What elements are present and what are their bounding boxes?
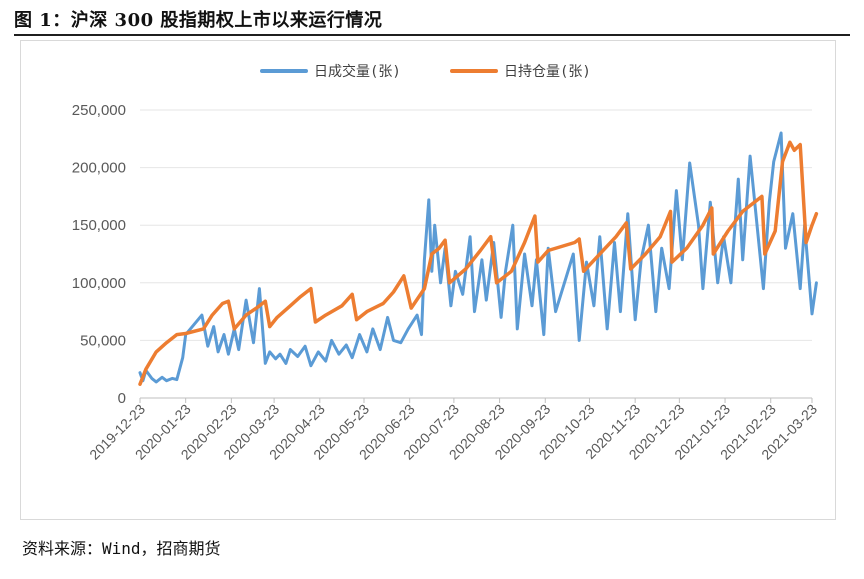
y-tick-label: 0: [118, 390, 126, 407]
legend-label-open_interest: 日持仓量(张): [504, 64, 591, 80]
y-axis: 0 50,000 100,000 150,000 200,000 250,000: [72, 102, 126, 407]
chart-legend: 日成交量(张) 日持仓量(张): [260, 63, 591, 80]
y-tick-label: 250,000: [72, 102, 126, 119]
legend-label-volume: 日成交量(张): [314, 63, 401, 80]
title-divider: [14, 34, 850, 36]
y-tick-label: 200,000: [72, 160, 126, 177]
chart-frame: [20, 40, 836, 520]
figure-title: 图 1：沪深 300 股指期权上市以来运行情况: [14, 10, 383, 31]
series-line-open_interest: [138, 140, 819, 386]
y-tick-label: 150,000: [72, 217, 126, 234]
x-axis: 2019-12-232020-01-232020-02-232020-03-23…: [86, 397, 820, 463]
chart-series: [138, 131, 819, 386]
series-line-volume: [138, 131, 818, 384]
source-note: 资料来源：Wind，招商期货: [22, 539, 221, 558]
y-tick-label: 100,000: [72, 275, 126, 292]
y-tick-label: 50,000: [80, 332, 126, 349]
